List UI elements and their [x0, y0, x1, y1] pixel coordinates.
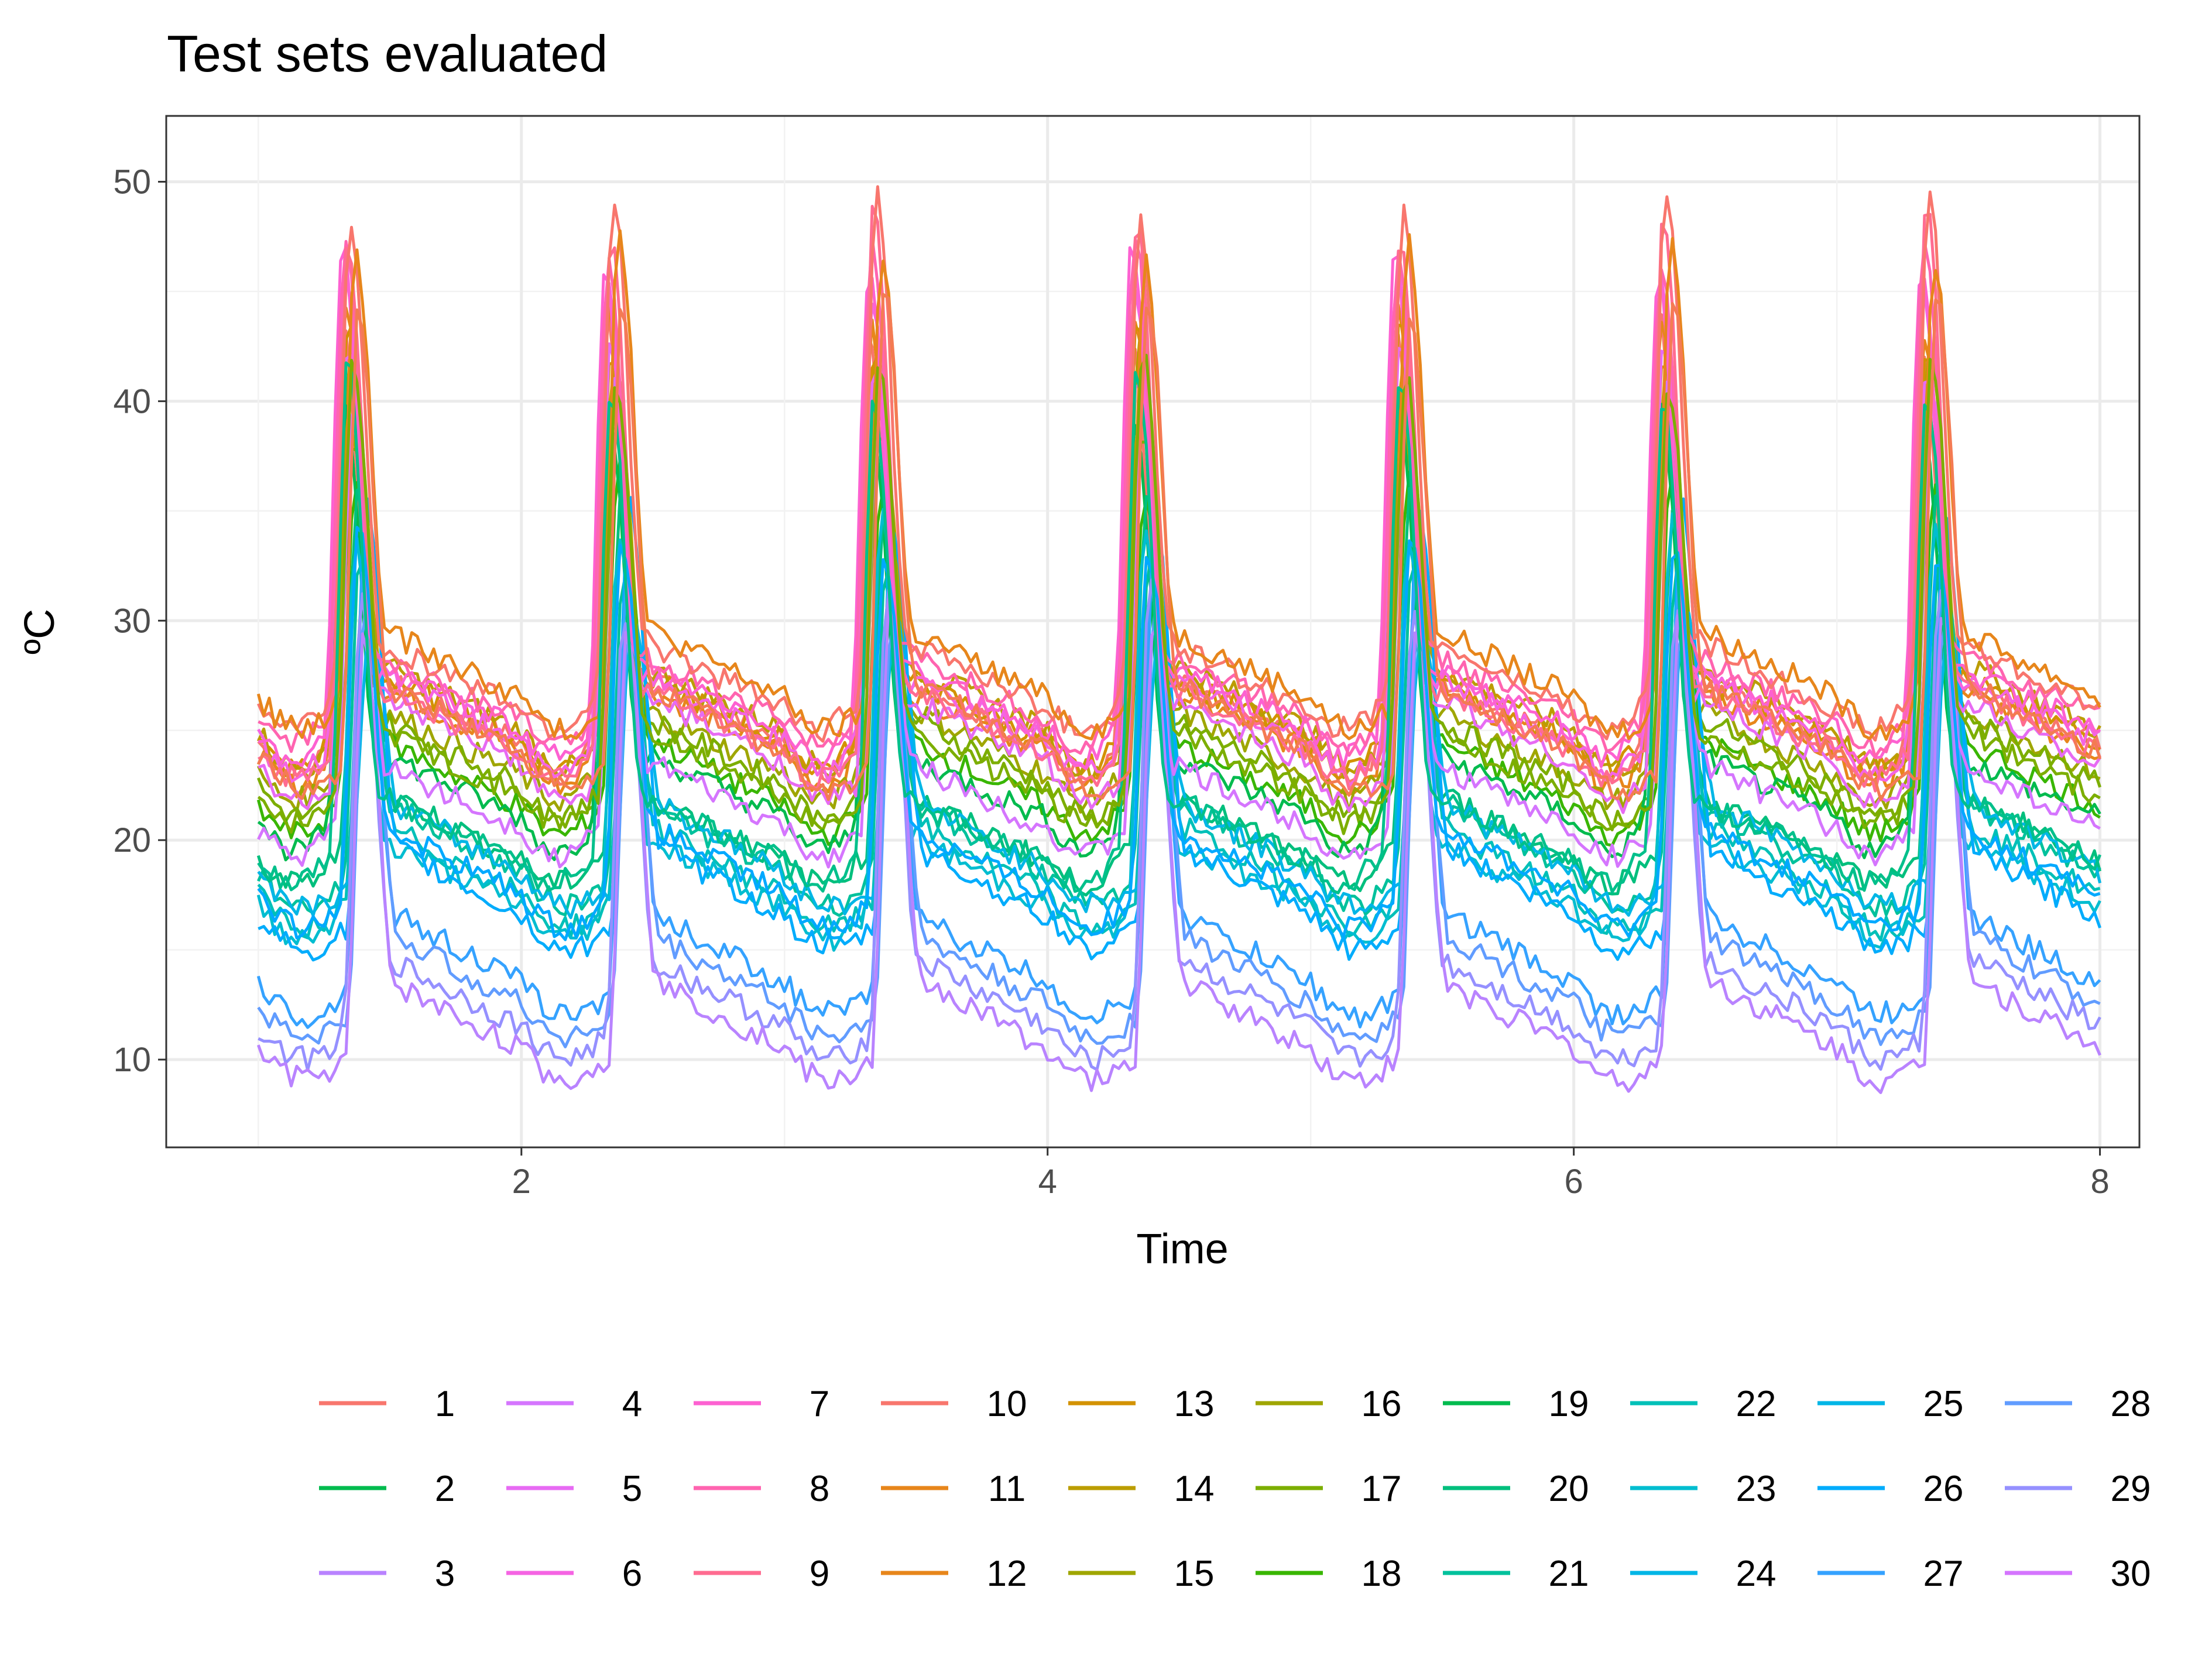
- legend-label-5: 5: [622, 1469, 642, 1509]
- series-line-16: [257, 590, 2101, 1048]
- legend-label-11: 11: [988, 1469, 1026, 1509]
- x-axis: 2 4 6 8: [512, 1147, 2110, 1201]
- series-line-4: [257, 325, 2101, 784]
- series-line-19: [257, 377, 2101, 869]
- series-line-21: [257, 263, 2101, 787]
- y-axis-title: ºC: [16, 609, 63, 654]
- legend-label-14: 14: [1174, 1469, 1215, 1509]
- plot-panel-border: [165, 115, 2141, 1149]
- legend-label-20: 20: [1549, 1469, 1589, 1509]
- series-line-13: [257, 609, 2102, 920]
- legend-label-29: 29: [2111, 1469, 2151, 1509]
- y-tick-label: 30: [113, 602, 151, 640]
- series-line-29: [257, 354, 2101, 835]
- legend-label-16: 16: [1362, 1384, 1402, 1424]
- legend-label-4: 4: [622, 1384, 642, 1424]
- legend-label-21: 21: [1549, 1554, 1589, 1594]
- series-line-18: [256, 598, 2101, 1094]
- legend-label-3: 3: [435, 1554, 455, 1594]
- legend-label-9: 9: [810, 1554, 829, 1594]
- series-line-15: [256, 564, 2101, 1029]
- series-line-28: [257, 361, 2101, 894]
- legend-label-17: 17: [1362, 1469, 1402, 1509]
- legend-label-30: 30: [2111, 1554, 2151, 1594]
- legend-label-24: 24: [1736, 1554, 1777, 1594]
- legend-label-1: 1: [435, 1384, 455, 1424]
- series-line-27: [257, 526, 2101, 941]
- x-tick-label: 2: [512, 1163, 531, 1201]
- legend-label-13: 13: [1174, 1384, 1215, 1424]
- legend-label-18: 18: [1362, 1554, 1402, 1594]
- legend-label-28: 28: [2111, 1384, 2151, 1424]
- y-tick-label: 10: [113, 1041, 151, 1079]
- legend-label-10: 10: [987, 1384, 1027, 1424]
- x-tick-label: 4: [1038, 1163, 1057, 1201]
- series-line-25: [257, 185, 2101, 743]
- legend-label-2: 2: [435, 1469, 455, 1509]
- series-line-30: [257, 293, 2102, 803]
- legend-label-6: 6: [622, 1554, 642, 1594]
- legend-label-12: 12: [987, 1554, 1027, 1594]
- series-line-26: [256, 229, 2101, 741]
- x-axis-title: Time: [1136, 1226, 1228, 1273]
- series-line-6: [256, 419, 2101, 832]
- series-line-7: [256, 458, 2101, 847]
- y-tick-label: 20: [113, 821, 151, 859]
- legend-label-8: 8: [810, 1469, 829, 1509]
- legend-label-7: 7: [810, 1384, 829, 1424]
- legend-label-25: 25: [1923, 1384, 1964, 1424]
- x-tick-label: 6: [1565, 1163, 1583, 1201]
- x-tick-label: 8: [2090, 1163, 2109, 1201]
- y-tick-label: 50: [113, 163, 151, 201]
- legend-label-19: 19: [1549, 1384, 1589, 1424]
- series-line-5: [257, 396, 2101, 814]
- legend-label-23: 23: [1736, 1469, 1777, 1509]
- legend-label-26: 26: [1923, 1469, 1964, 1509]
- y-tick-label: 40: [113, 382, 151, 420]
- y-axis: 10 20 30 40 50: [113, 163, 166, 1079]
- series-line-22: [258, 245, 2100, 770]
- series-lines: [256, 185, 2102, 1094]
- series-line-24: [258, 204, 2101, 793]
- grid-lines: [166, 116, 2139, 1147]
- legend-label-22: 22: [1736, 1384, 1777, 1424]
- legend-label-27: 27: [1923, 1554, 1964, 1594]
- legend: 1234567891011121314151617181920212223242…: [319, 1384, 2151, 1594]
- series-line-14: [258, 496, 2101, 962]
- chart-title: Test sets evaluated: [167, 25, 608, 83]
- legend-label-15: 15: [1174, 1554, 1215, 1594]
